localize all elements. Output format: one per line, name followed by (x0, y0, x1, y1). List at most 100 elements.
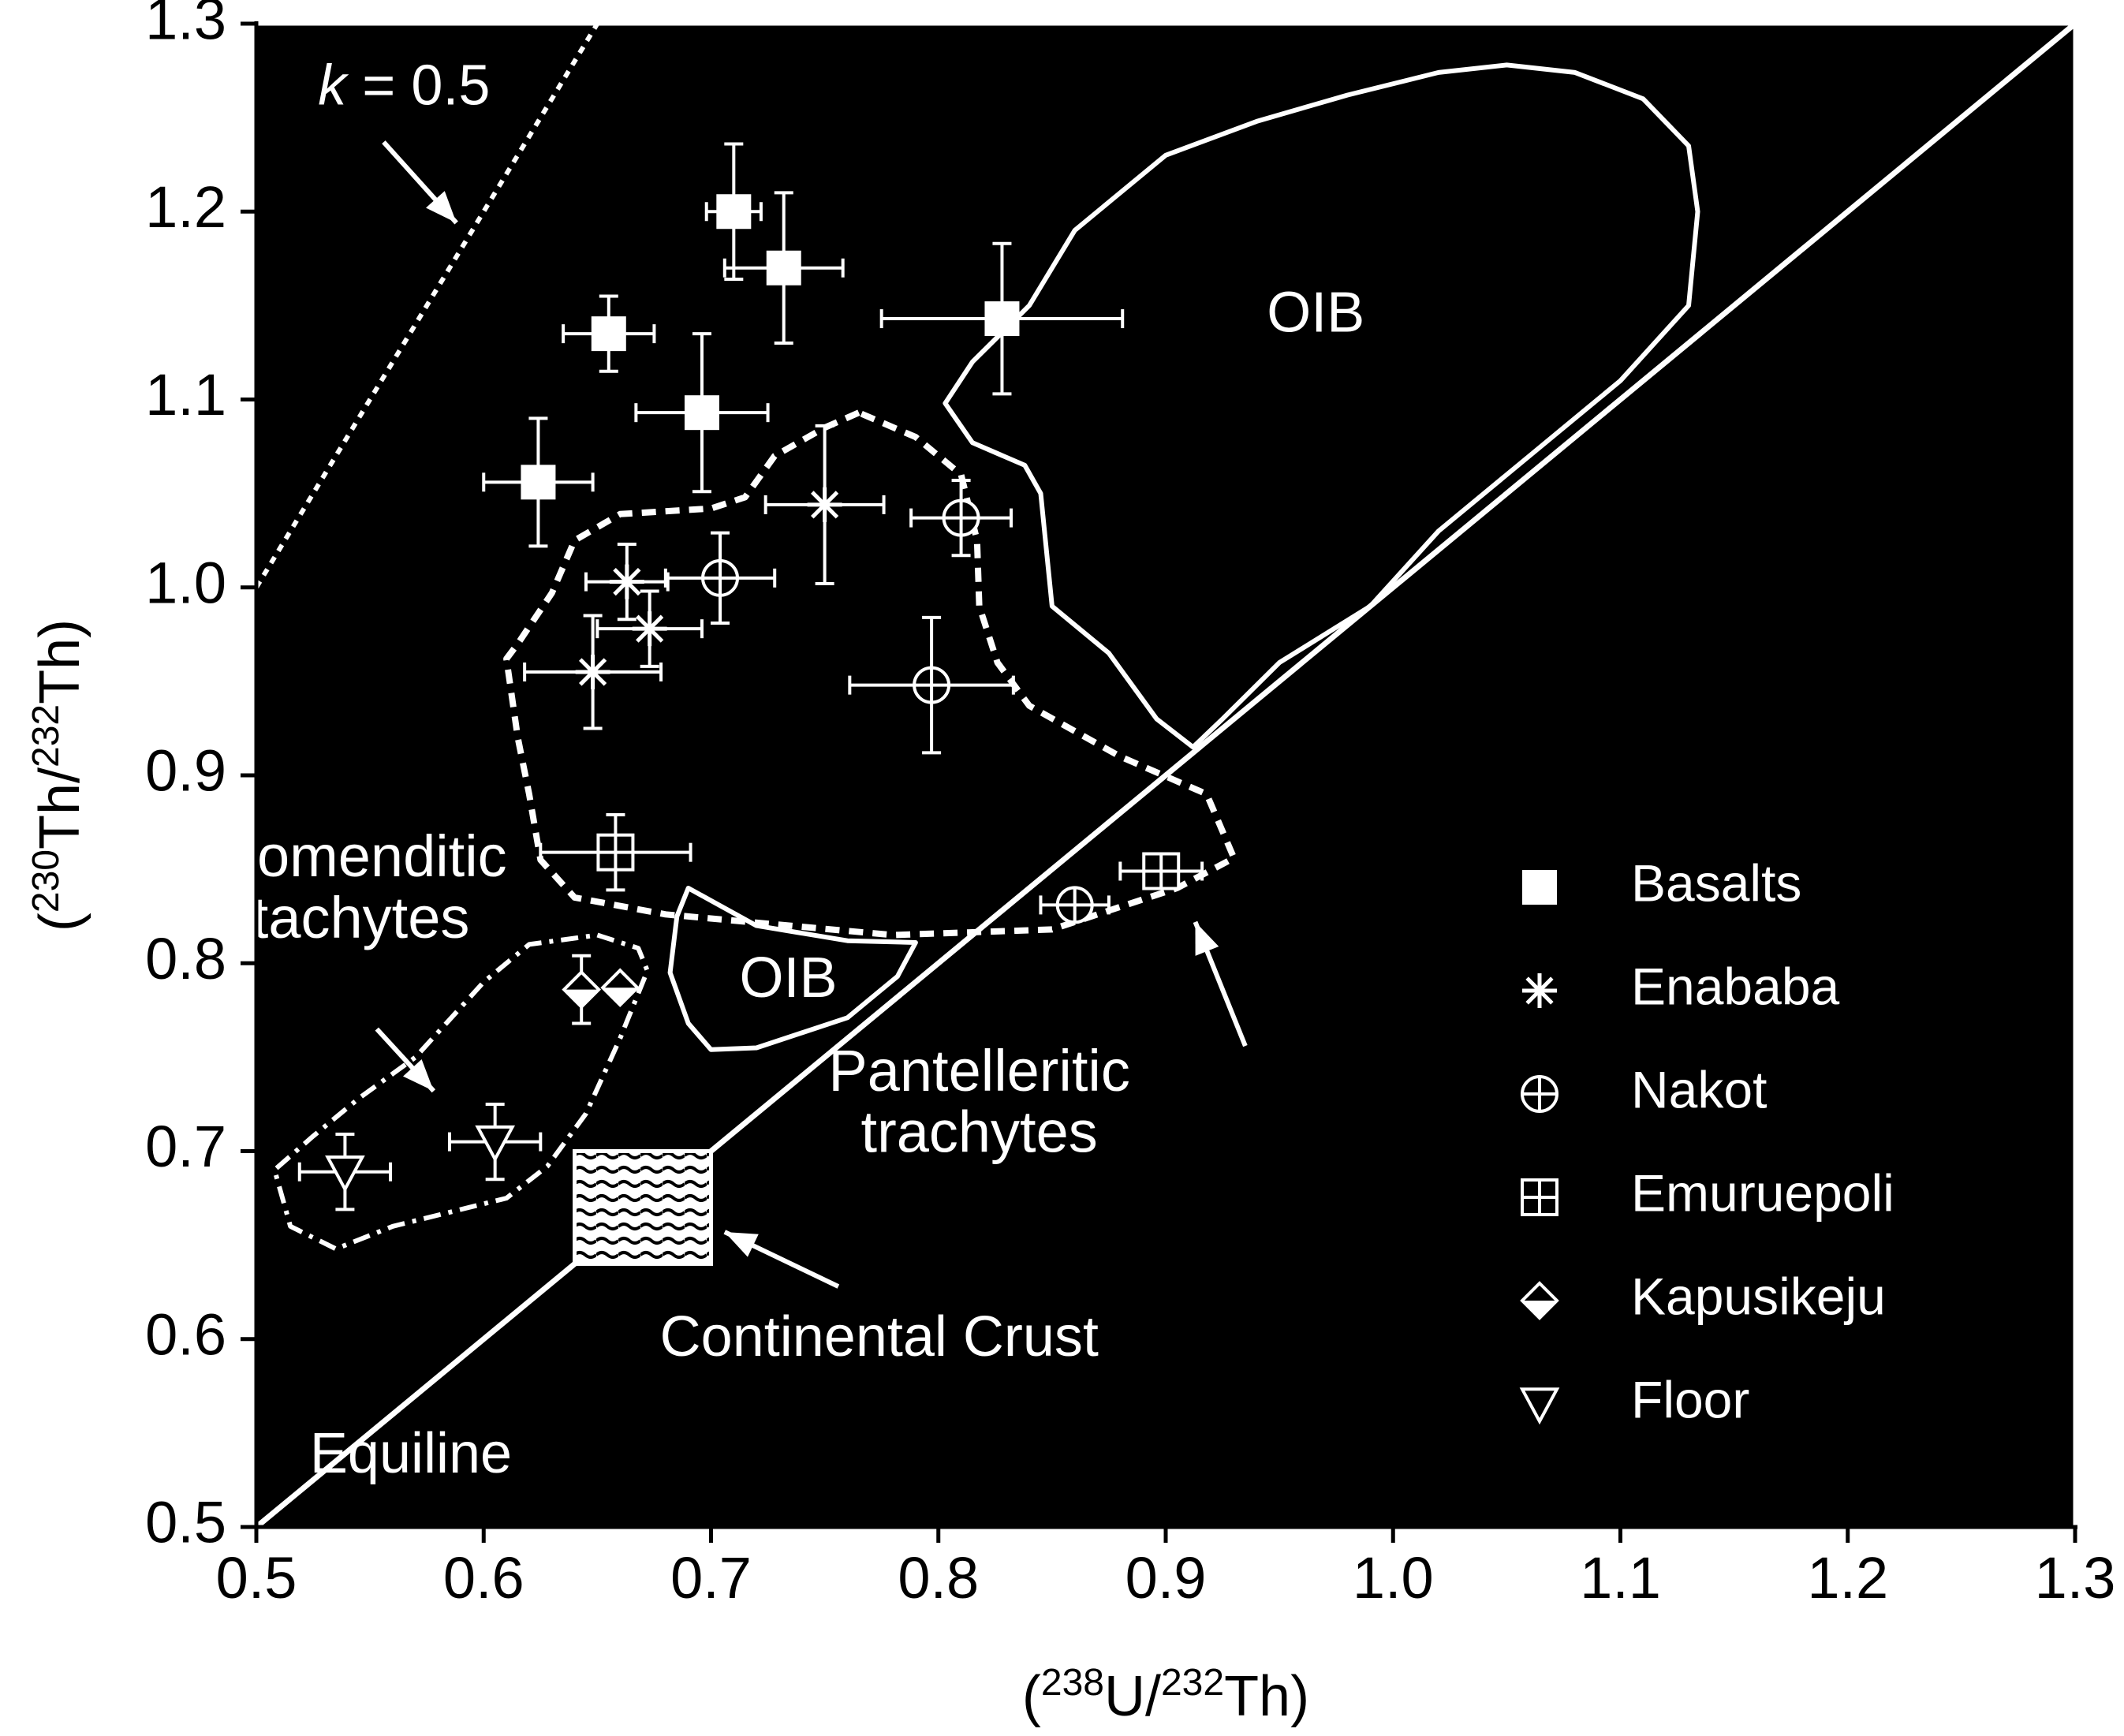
x-tick-label-3: 0.8 (898, 1545, 979, 1611)
k-0-5-line (254, 22, 599, 589)
point-emuruepoli-1-marker (596, 833, 635, 872)
point-enababa-4-marker-stroke-4 (579, 658, 607, 686)
point-floor-2 (448, 1102, 543, 1182)
k-symbol: k (318, 54, 349, 117)
point-enababa-1-marker-stroke-4 (811, 491, 839, 519)
annotation-pantelleritic-trachytes-line-1: Pantelleritic (828, 1038, 1130, 1103)
y-axis-label-part-1: 230 (25, 849, 67, 913)
x-tick-label-4: 0.9 (1125, 1545, 1207, 1611)
x-axis-label-part-2: U/ (1104, 1665, 1161, 1728)
point-kapusikeju-2 (600, 968, 640, 1008)
annotation-pantelleritic-trachytes: Pantelleritic trachytes (828, 1038, 1130, 1165)
x-tick-label-5: 1.0 (1353, 1545, 1434, 1611)
point-enababa-2-marker (609, 564, 644, 599)
point-floor-2-marker (475, 1125, 516, 1163)
y-tick-label-0: 0.5 (145, 1490, 226, 1555)
annotation-comenditic-tachytes: Comenditic tachytes (215, 823, 507, 950)
point-enababa-4 (523, 614, 663, 730)
point-nakot-1-marker (942, 498, 980, 537)
point-basalts-5-marker (684, 395, 719, 431)
legend-label-nakot: Nakot (1631, 1060, 1767, 1118)
y-axis-label-part-2: Th/ (28, 767, 91, 849)
k-value: = 0.5 (346, 54, 490, 117)
field-oib-0 (943, 62, 1700, 750)
legend-label-basalts: Basalts (1631, 853, 1801, 912)
legend-marker-emuruepoli (1521, 1178, 1558, 1216)
point-nakot-2 (663, 531, 777, 625)
legend-marker-kapusikeju-fill (1522, 1301, 1557, 1318)
point-basalts-2 (722, 191, 845, 345)
point-basalts-6 (482, 416, 595, 548)
y-axis-label-part-0: ( (28, 913, 91, 931)
point-basalts-3-marker (591, 316, 626, 352)
point-basalts-4-marker (984, 301, 1020, 337)
arrow-k-0-5-head (426, 191, 457, 223)
arrow-continental-crust-head (724, 1231, 759, 1257)
field-comenditic-tachytes-3 (272, 932, 650, 1252)
x-tick-label-2: 0.7 (670, 1545, 752, 1611)
y-tick-label-2: 0.7 (145, 1114, 226, 1179)
legend-marker-kapusikeju (1520, 1281, 1559, 1320)
point-enababa-3-marker-stroke-4 (636, 614, 664, 643)
arrow-pantelleritic-trachytes-head (1195, 921, 1219, 956)
x-tick-label-1: 0.6 (443, 1545, 524, 1611)
y-tick-label-1: 0.6 (145, 1301, 226, 1367)
legend-label-kapusikeju: Kapusikeju (1631, 1267, 1886, 1325)
point-enababa-3 (595, 589, 704, 668)
reference-lines-layer (254, 21, 2077, 1529)
point-enababa-1 (763, 424, 886, 585)
legend-label-emuruepoli: Emuruepoli (1631, 1163, 1894, 1222)
legend-marker-nakot (1521, 1075, 1558, 1113)
point-kapusikeju-1 (562, 954, 602, 1025)
annotation-pantelleritic-trachytes-line-2: trachytes (861, 1099, 1098, 1164)
point-kapusikeju-2-marker-fill (603, 987, 638, 1006)
fields-layer: OIB OIB (272, 62, 1700, 1252)
point-basalts-3 (562, 294, 656, 373)
point-kapusikeju-1-marker-fill (564, 989, 599, 1007)
y-axis-label-part-3: 232 (25, 704, 67, 767)
x-axis-label-part-4: Th) (1224, 1665, 1309, 1728)
point-nakot-3 (848, 615, 1015, 755)
y-tick-label-4: 0.9 (145, 738, 226, 804)
legend-label-floor: Floor (1631, 1370, 1749, 1428)
point-floor-1-marker (325, 1155, 365, 1193)
y-tick-label-5: 1.0 (145, 550, 226, 615)
y-tick-label-6: 1.1 (145, 362, 226, 427)
annotations-layer: Equiline Continental Crust Pantelleritic… (215, 54, 1130, 1484)
legend-label-enababa: Enababa (1631, 957, 1840, 1015)
x-axis-label-part-0: ( (1022, 1665, 1041, 1728)
point-floor-1 (297, 1133, 393, 1211)
point-nakot-4-marker (1055, 886, 1094, 924)
annotation-continental-crust: Continental Crust (660, 1305, 1099, 1368)
annotation-comenditic-tachytes-line-1: Comenditic (215, 823, 507, 889)
x-tick-label-8: 1.3 (2035, 1545, 2116, 1611)
point-basalts-4 (879, 241, 1125, 396)
y-tick-label-8: 1.3 (145, 0, 226, 52)
field-label-oib-0: OIB (1267, 282, 1364, 345)
x-tick-label-0: 0.5 (216, 1545, 297, 1611)
legend-marker-basalts (1522, 870, 1557, 905)
point-basalts-6-marker (521, 465, 556, 500)
equiline (254, 21, 2077, 1529)
annotation-equiline: Equiline (310, 1422, 512, 1485)
continental-crust-box (573, 1149, 713, 1266)
legend-marker-enababa (1522, 973, 1557, 1008)
y-axis-label: (230Th/232Th) (25, 619, 92, 931)
x-tick-label-7: 1.2 (1807, 1545, 1888, 1611)
legend-marker-floor (1519, 1387, 1560, 1425)
continental-crust-layer (573, 1149, 713, 1266)
legend: Basalts Enababa Nakot Emuruepoli Kapusikeju F… (1519, 853, 1894, 1428)
point-enababa-2 (584, 542, 670, 622)
point-kapusikeju-2-marker (600, 968, 640, 1008)
field-oib-1 (667, 886, 918, 1052)
point-nakot-3-marker (913, 666, 951, 704)
point-basalts-1 (704, 142, 763, 282)
annotation-k-equals-0-5: k = 0.5 (318, 54, 490, 117)
point-basalts-5 (634, 332, 770, 494)
axes-layer: 0.5 0.6 0.7 0.8 0.9 1.0 1.1 1.2 1.3 0.5 0.6 0.7 0.8 0… (145, 0, 2115, 1611)
x-axis-label-part-1: 238 (1041, 1662, 1104, 1704)
point-emuruepoli-2-marker (1142, 852, 1181, 890)
point-basalts-2-marker (766, 250, 801, 286)
point-enababa-2-marker-stroke-4 (613, 567, 641, 596)
